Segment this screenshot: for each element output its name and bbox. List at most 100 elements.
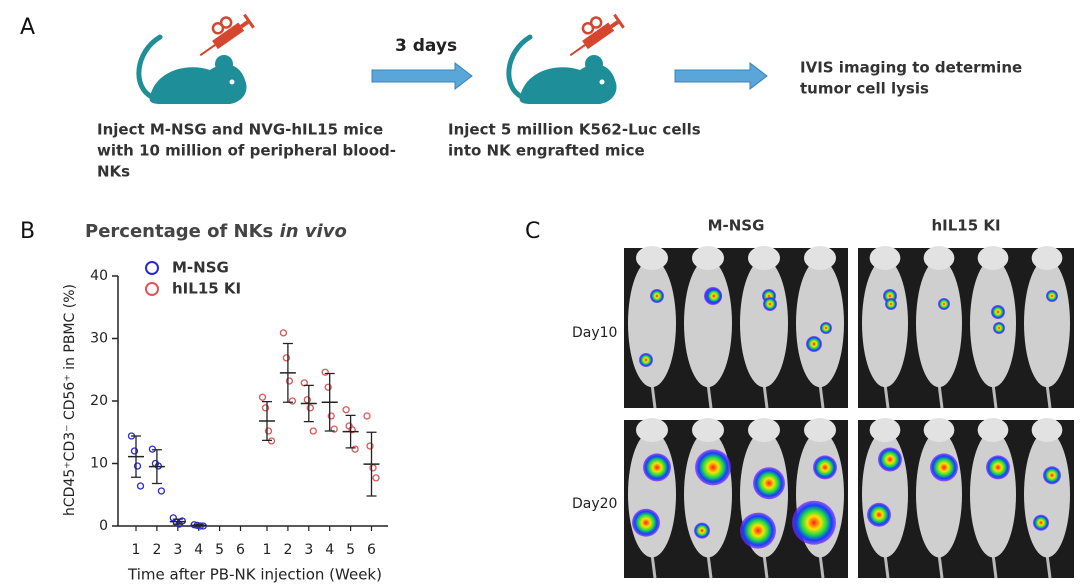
error-bar xyxy=(193,524,204,527)
mouse-tail xyxy=(883,383,890,409)
legend-label: M-NSG xyxy=(172,259,229,277)
data-point xyxy=(258,393,267,401)
mouse-head xyxy=(977,418,1009,442)
data-point xyxy=(130,447,139,455)
signal-blob xyxy=(930,453,958,482)
title-text: Percentage of NKs xyxy=(85,221,273,242)
mouse-head xyxy=(923,418,955,442)
signal-blob xyxy=(639,353,653,367)
mouse-head xyxy=(1031,246,1063,270)
arrow xyxy=(674,61,768,91)
panel-label: A xyxy=(20,15,35,40)
signal-blob xyxy=(820,322,832,334)
mouse-tail xyxy=(818,383,825,409)
panel-label: C xyxy=(525,219,540,244)
x-tick-label: 4 xyxy=(194,542,203,558)
step-text: Inject M-NSG and NVG-hIL15 mice xyxy=(97,121,383,139)
x-axis-label: Time after PB-NK injection (Week) xyxy=(127,566,382,584)
mouse-head xyxy=(692,246,724,270)
mouse-tail xyxy=(762,383,769,409)
mouse-body xyxy=(1024,431,1070,558)
x-tick-label: 5 xyxy=(346,542,355,558)
data-point xyxy=(327,412,335,420)
signal-blob xyxy=(740,512,776,549)
data-point xyxy=(372,474,380,482)
mouse-body xyxy=(970,431,1016,558)
mouse-tail xyxy=(818,554,825,579)
steps: Inject M-NSG and NVG-hIL15 mice with 10 m… xyxy=(97,59,1022,181)
step-text: Inject 5 million K562-Luc cells xyxy=(448,121,701,139)
mouse-tail xyxy=(883,554,890,579)
mouse-body xyxy=(970,259,1016,388)
mouse-body xyxy=(916,259,962,388)
row-label: Day10 xyxy=(572,325,617,341)
data-point xyxy=(321,368,329,376)
signal-blob xyxy=(706,288,722,304)
mouse-body xyxy=(862,259,908,388)
x-tick-label: 6 xyxy=(236,542,245,558)
mouse-tail xyxy=(937,383,944,409)
data-point xyxy=(324,383,332,391)
mouse-body xyxy=(1024,259,1070,388)
signal-blob xyxy=(1043,466,1061,485)
mouse-body xyxy=(684,259,732,388)
error-bar xyxy=(172,518,183,525)
error-bar xyxy=(324,372,335,432)
mouse-head xyxy=(692,418,724,442)
data-point xyxy=(261,404,270,412)
mouse-tail xyxy=(937,554,944,579)
signal-blob xyxy=(1033,514,1049,531)
data-point xyxy=(348,426,356,434)
signal-blob xyxy=(867,502,891,527)
mouse-tail xyxy=(1045,383,1052,409)
x-tick-label: 5 xyxy=(215,542,224,558)
chart: 0 10 20 30 40 hCD45⁺CD3⁻ CD56⁺ in PBMC (%) Tim… xyxy=(62,259,388,584)
title-emphasis: in vivo xyxy=(280,221,347,242)
data-point xyxy=(342,406,350,414)
data-point xyxy=(306,404,314,412)
x-tick-label: 6 xyxy=(367,542,376,558)
signal-blob xyxy=(986,455,1010,480)
data-point xyxy=(288,397,297,405)
data-point xyxy=(285,377,294,385)
x-tick-label: 1 xyxy=(263,542,272,558)
x-tick-label: 4 xyxy=(325,542,334,558)
error-bar xyxy=(262,400,272,442)
signal-blob xyxy=(792,500,836,545)
signal-blob xyxy=(753,467,785,500)
mouse-body xyxy=(916,431,962,558)
y-tick-label: 10 xyxy=(90,456,108,472)
chart-title: Percentage of NKs in vivo xyxy=(85,221,347,242)
x-tick-label: 3 xyxy=(304,542,313,558)
error-bar xyxy=(303,384,314,423)
mouse-head xyxy=(804,246,836,270)
error-bar xyxy=(366,431,377,497)
legend-marker xyxy=(145,282,159,296)
mouse-head xyxy=(636,418,668,442)
signal-blob xyxy=(694,522,710,539)
mouse-body xyxy=(628,431,676,558)
mouse-tail xyxy=(991,554,998,579)
mouse-tail xyxy=(762,554,769,579)
x-tick-label: 1 xyxy=(132,542,141,558)
mouse-head xyxy=(636,246,668,270)
row-label: Day20 xyxy=(572,496,617,512)
arrow xyxy=(371,61,473,91)
mouse-body xyxy=(628,259,676,388)
syringe-icon xyxy=(189,5,257,64)
data-point xyxy=(157,487,166,495)
signal-blob xyxy=(650,289,664,303)
mouse-icon xyxy=(509,37,617,104)
mouse-tail xyxy=(706,383,713,409)
signal-blob xyxy=(813,455,837,480)
y-tick-label: 40 xyxy=(90,268,108,284)
mouse-tail xyxy=(650,383,657,409)
mouse-head xyxy=(869,246,901,270)
signal-blob xyxy=(938,298,950,310)
signal-blob xyxy=(806,336,822,352)
data-point xyxy=(264,427,273,435)
data-point xyxy=(330,425,338,433)
signal-blob xyxy=(643,453,671,482)
mouse-head xyxy=(804,418,836,442)
